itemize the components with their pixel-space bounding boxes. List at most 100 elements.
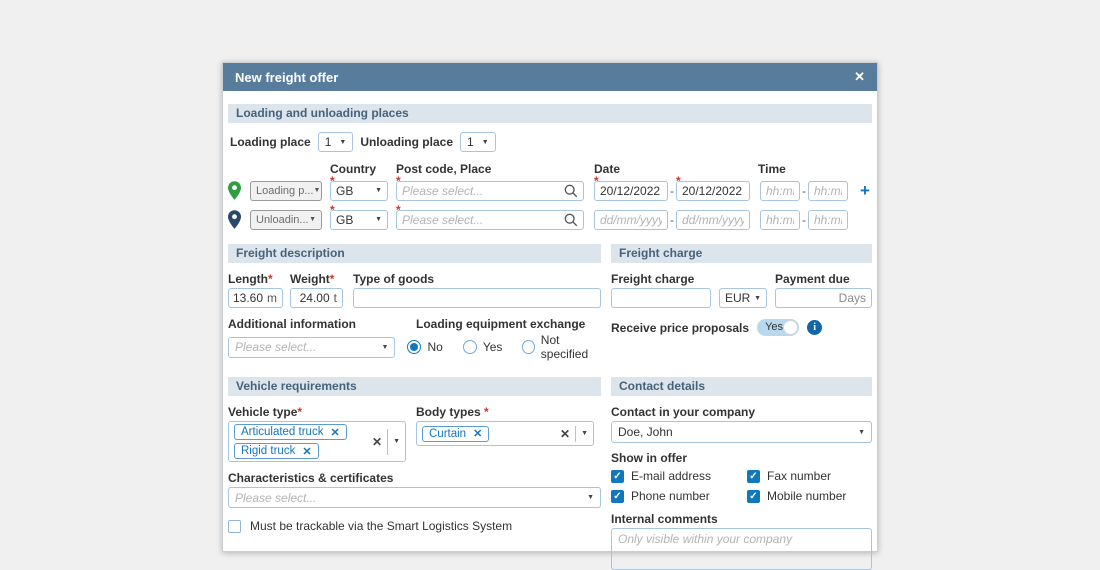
loading-date-to-input[interactable] bbox=[682, 183, 744, 198]
body-types-multiselect[interactable]: Curtain ✕ ✕ ▼ bbox=[416, 421, 594, 446]
unloading-country-select[interactable]: * GB ▼ bbox=[330, 203, 388, 230]
body-types-label: Body types * bbox=[416, 405, 489, 419]
payment-due-unit: Days bbox=[838, 291, 866, 305]
modal-body: Loading and unloading places Loading pla… bbox=[223, 91, 877, 570]
unloading-place-count-select[interactable]: 1 ▼ bbox=[460, 132, 496, 152]
loading-place-type-select[interactable]: Loading p... ▼ bbox=[250, 180, 322, 201]
required-marker: * bbox=[330, 202, 335, 217]
trackable-label: Must be trackable via the Smart Logistic… bbox=[250, 519, 513, 533]
internal-comments-textarea[interactable]: Only visible within your company bbox=[611, 528, 872, 570]
unloading-time-to-field[interactable] bbox=[808, 209, 848, 230]
characteristics-label: Characteristics & certificates bbox=[228, 471, 394, 485]
vehicle-type-multiselect[interactable]: Articulated truck ✕ Rigid truck ✕ ✕ ▼ bbox=[228, 421, 406, 462]
chevron-down-icon[interactable]: ▼ bbox=[581, 430, 588, 437]
remove-tag-icon[interactable]: ✕ bbox=[330, 426, 340, 439]
loading-postcode-input[interactable] bbox=[402, 183, 564, 198]
radio-unselected-icon bbox=[522, 340, 535, 354]
payment-due-label: Payment due bbox=[775, 272, 850, 286]
section-header-vehicle: Vehicle requirements bbox=[228, 377, 601, 396]
unloading-postcode-field[interactable]: * bbox=[396, 203, 584, 230]
vehicle-type-label: Vehicle type* bbox=[228, 405, 303, 419]
add-place-row-icon[interactable]: + bbox=[860, 180, 870, 200]
unloading-postcode-input[interactable] bbox=[402, 212, 564, 227]
loading-equipment-exchange-label: Loading equipment exchange bbox=[416, 317, 586, 331]
chevron-down-icon: ▼ bbox=[481, 138, 489, 146]
close-icon[interactable]: ✕ bbox=[854, 69, 865, 84]
place-count-row: Loading place 1 ▼ Unloading place 1 ▼ bbox=[230, 132, 872, 152]
freight-charge-field[interactable] bbox=[611, 288, 711, 308]
required-marker: * bbox=[268, 272, 273, 286]
loading-date-from-field[interactable]: * bbox=[594, 174, 668, 201]
modal-header: New freight offer ✕ bbox=[223, 63, 877, 91]
freight-charge-input[interactable] bbox=[617, 291, 705, 305]
required-marker: * bbox=[297, 405, 303, 419]
unloading-date-to-field[interactable] bbox=[676, 209, 750, 230]
clear-all-icon[interactable]: ✕ bbox=[372, 434, 383, 449]
date-range-separator: - bbox=[670, 212, 674, 227]
loading-date-to-field[interactable]: * bbox=[676, 174, 750, 201]
chevron-down-icon: ▼ bbox=[754, 294, 761, 302]
type-of-goods-input[interactable] bbox=[359, 291, 595, 305]
unloading-time-from-input[interactable] bbox=[766, 212, 794, 227]
toggle-knob bbox=[783, 320, 799, 335]
place-column-headers: Country Post code, Place Date Time bbox=[228, 162, 872, 176]
unloading-time-to-input[interactable] bbox=[814, 212, 842, 227]
unloading-place-type-select[interactable]: Unloadin... ▼ bbox=[250, 209, 322, 230]
chevron-down-icon: ▼ bbox=[587, 494, 594, 501]
radio-option-not-specified[interactable]: Not specified bbox=[522, 333, 601, 361]
clear-all-icon[interactable]: ✕ bbox=[560, 426, 571, 441]
type-of-goods-label: Type of goods bbox=[353, 272, 435, 286]
checkbox-email[interactable]: ✓ E-mail address bbox=[611, 469, 747, 483]
additional-information-select[interactable]: Please select... ▼ bbox=[228, 336, 396, 358]
body-type-tag: Curtain ✕ bbox=[422, 425, 490, 442]
unloading-time-from-field[interactable] bbox=[760, 209, 800, 230]
row-freight: Freight description Length* Weight* Type… bbox=[228, 244, 872, 361]
weight-unit: t bbox=[333, 291, 337, 305]
radio-option-no[interactable]: No bbox=[407, 340, 443, 354]
weight-label: Weight* bbox=[290, 272, 335, 286]
characteristics-select[interactable]: Please select... ▼ bbox=[228, 487, 601, 508]
loading-equipment-radio-group: No Yes Not specified bbox=[407, 333, 601, 361]
loading-time-from-input[interactable] bbox=[766, 183, 794, 198]
payment-due-field[interactable]: Days bbox=[775, 288, 872, 308]
currency-select[interactable]: EUR ▼ bbox=[719, 288, 767, 308]
loading-postcode-field[interactable]: * bbox=[396, 174, 584, 201]
checkbox-phone[interactable]: ✓ Phone number bbox=[611, 489, 747, 503]
checkbox-checked-icon: ✓ bbox=[611, 469, 624, 483]
unloading-date-to-input[interactable] bbox=[682, 212, 744, 227]
section-header-contact: Contact details bbox=[611, 377, 872, 396]
loading-time-to-input[interactable] bbox=[814, 183, 842, 198]
radio-unselected-icon bbox=[462, 340, 477, 354]
required-marker: * bbox=[396, 202, 401, 217]
chevron-down-icon: ▼ bbox=[381, 343, 389, 351]
loading-place-count-select[interactable]: 1 ▼ bbox=[317, 132, 354, 152]
trackable-checkbox-row[interactable]: Must be trackable via the Smart Logistic… bbox=[228, 519, 601, 533]
remove-tag-icon[interactable]: ✕ bbox=[302, 445, 312, 458]
checkbox-checked-icon: ✓ bbox=[747, 489, 760, 503]
checkbox-fax[interactable]: ✓ Fax number bbox=[747, 469, 872, 483]
loading-time-from-field[interactable] bbox=[760, 180, 800, 201]
required-marker: * bbox=[396, 173, 401, 188]
radio-option-yes[interactable]: Yes bbox=[462, 340, 502, 354]
unloading-date-from-input[interactable] bbox=[600, 212, 662, 227]
additional-information-label: Additional information bbox=[228, 317, 356, 331]
checkbox-unchecked[interactable] bbox=[228, 519, 241, 533]
loading-time-to-field[interactable] bbox=[808, 180, 848, 201]
time-range-separator: - bbox=[802, 212, 806, 227]
remove-tag-icon[interactable]: ✕ bbox=[473, 428, 483, 440]
unloading-date-from-field[interactable] bbox=[594, 209, 668, 230]
length-field[interactable]: 13.60 m bbox=[228, 288, 283, 308]
price-proposals-toggle[interactable]: Yes bbox=[757, 319, 800, 336]
loading-country-select[interactable]: * GB ▼ bbox=[330, 174, 388, 201]
contact-person-select[interactable]: Doe, John ▼ bbox=[611, 421, 872, 443]
radio-selected-icon bbox=[407, 340, 422, 354]
info-icon[interactable]: i bbox=[807, 320, 823, 335]
length-label: Length* bbox=[228, 272, 273, 286]
loading-date-from-input[interactable] bbox=[600, 183, 662, 198]
chevron-down-icon[interactable]: ▼ bbox=[393, 438, 400, 445]
search-icon bbox=[564, 184, 578, 198]
checkbox-mobile[interactable]: ✓ Mobile number bbox=[747, 489, 872, 503]
weight-field[interactable]: 24.00 t bbox=[290, 288, 343, 308]
postcode-column-header: Post code, Place bbox=[396, 162, 492, 176]
type-of-goods-field[interactable] bbox=[353, 288, 601, 308]
